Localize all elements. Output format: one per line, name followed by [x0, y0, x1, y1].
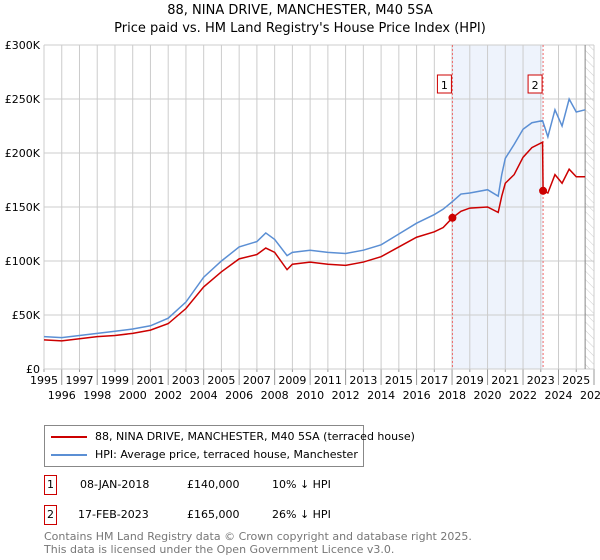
x-tick-label: 2008	[261, 389, 289, 402]
y-tick-label: £200K	[5, 147, 41, 160]
x-tick-label: 2023	[527, 374, 555, 387]
x-tick-label: 2022	[509, 389, 537, 402]
sale-point	[448, 213, 457, 222]
legend-item-property: 88, NINA DRIVE, MANCHESTER, M40 5SA (ter…	[51, 430, 415, 443]
x-tick-label: 2011	[314, 374, 342, 387]
transaction-row: 1 08-JAN-2018 £140,000 10% ↓ HPI	[44, 475, 600, 495]
legend-swatch-blue	[51, 453, 87, 456]
x-tick-label: 2019	[456, 374, 484, 387]
chart-subtitle: Price paid vs. HM Land Registry's House …	[114, 21, 486, 36]
y-tick-label: £300K	[5, 39, 41, 52]
footer-line-2: This data is licensed under the Open Gov…	[44, 543, 395, 556]
legend-label: HPI: Average price, terraced house, Manc…	[95, 448, 358, 461]
x-tick-label: 1999	[101, 374, 129, 387]
x-tick-label: 2012	[332, 389, 360, 402]
transaction-price: £140,000	[187, 478, 240, 491]
x-tick-label: 2020	[474, 389, 502, 402]
y-tick-label: £150K	[5, 201, 41, 214]
x-tick-label: 2026	[580, 389, 600, 402]
x-tick-label: 1996	[48, 389, 76, 402]
marker-label: 1	[441, 79, 448, 92]
x-tick-label: 2024	[545, 389, 573, 402]
transaction-date: 17-FEB-2023	[78, 508, 149, 521]
transaction-hpi-diff: 26% ↓ HPI	[272, 508, 331, 521]
x-tick-label: 1997	[65, 374, 93, 387]
transaction-hpi-diff: 10% ↓ HPI	[272, 478, 331, 491]
sale-point	[539, 186, 548, 195]
footer-line-1: Contains HM Land Registry data © Crown c…	[44, 530, 472, 543]
marker-box	[436, 74, 452, 94]
x-tick-label: 1995	[30, 374, 58, 387]
transaction-date: 08-JAN-2018	[80, 478, 150, 491]
x-tick-label: 2001	[136, 374, 164, 387]
price-chart: 1995 1996 1997 1998 1999 2000 2001 2002 2003 2004…	[5, 39, 600, 402]
x-tick-label: 2009	[278, 374, 306, 387]
footer: Contains HM Land Registry data © Crown c…	[44, 530, 472, 556]
x-tick-label: 2002	[154, 389, 182, 402]
x-tick-label: 2014	[367, 389, 395, 402]
x-tick-label: 2013	[349, 374, 377, 387]
transaction-price: £165,000	[187, 508, 240, 521]
legend-item-hpi: HPI: Average price, terraced house, Manc…	[51, 448, 358, 461]
property-price-line	[43, 140, 586, 342]
x-tick-label: 2016	[403, 389, 431, 402]
x-tick-label: 2004	[190, 389, 218, 402]
x-tick-label: 2018	[438, 389, 466, 402]
y-tick-label: £250K	[5, 93, 41, 106]
x-tick-label: 2007	[243, 374, 271, 387]
y-tick-label: £0	[26, 363, 40, 376]
x-tick-label: 2000	[119, 389, 147, 402]
legend-label: 88, NINA DRIVE, MANCHESTER, M40 5SA (ter…	[95, 430, 415, 443]
hpi-line	[43, 96, 586, 339]
legend-swatch-red	[51, 435, 87, 438]
transaction-row: 2 17-FEB-2023 £165,000 26% ↓ HPI	[44, 505, 600, 525]
x-tick-label: 2006	[225, 389, 253, 402]
x-tick-label: 2015	[385, 374, 413, 387]
x-tick-label: 2010	[296, 389, 324, 402]
y-tick-label: £100K	[5, 255, 41, 268]
x-tick-label: 2005	[207, 374, 235, 387]
x-tick-label: 2003	[172, 374, 200, 387]
marker-box	[527, 74, 543, 94]
y-tick-label: £50K	[12, 309, 41, 322]
chart-title: 88, NINA DRIVE, MANCHESTER, M40 5SA	[167, 3, 433, 18]
marker-badge: 1	[44, 475, 57, 495]
legend: 88, NINA DRIVE, MANCHESTER, M40 5SA (ter…	[44, 425, 415, 467]
x-tick-label: 2021	[491, 374, 519, 387]
marker-label: 2	[532, 79, 539, 92]
marker-badge: 2	[44, 505, 57, 525]
x-tick-label: 2025	[562, 374, 590, 387]
x-tick-label: 2017	[420, 374, 448, 387]
x-tick-label: 1998	[83, 389, 111, 402]
